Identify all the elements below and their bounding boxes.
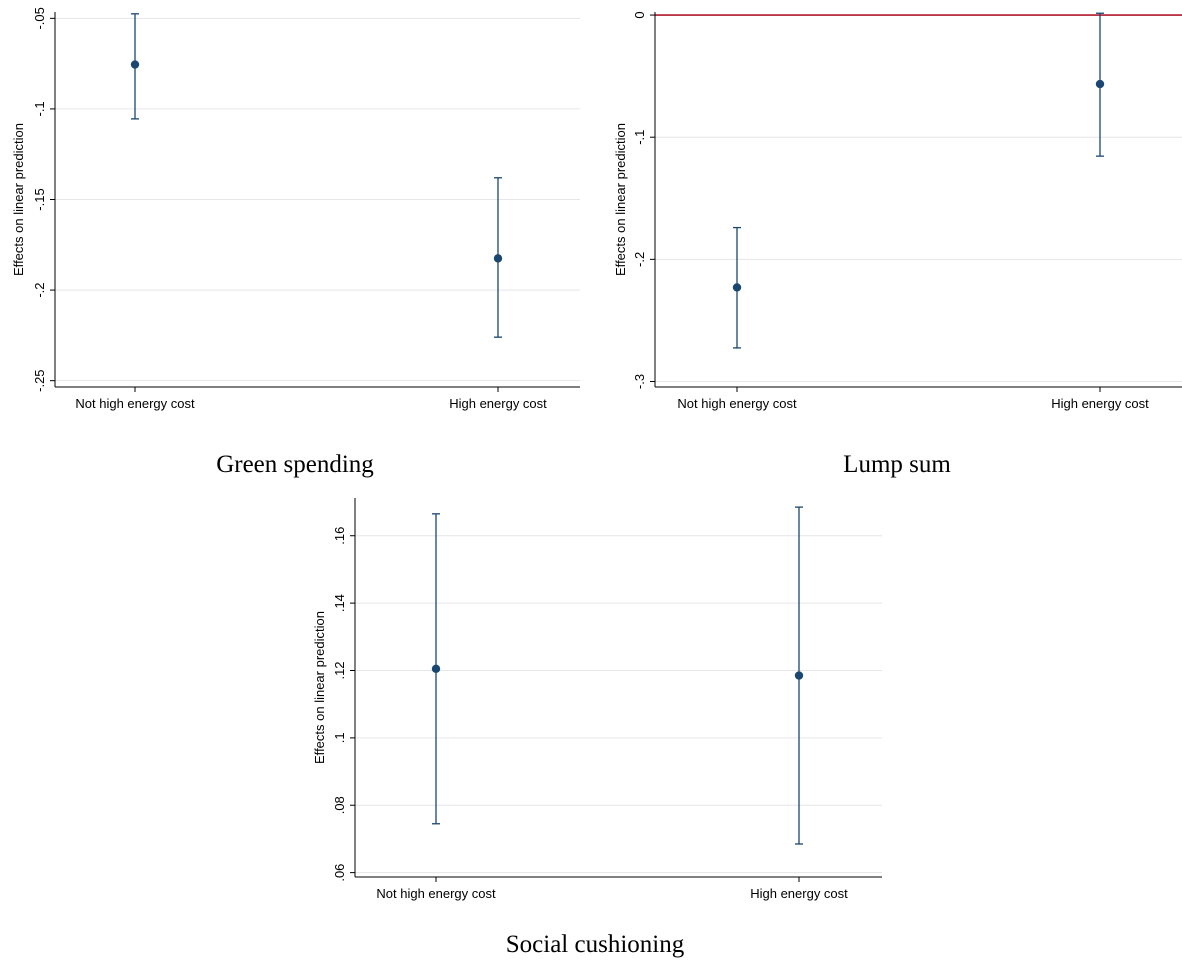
y-tick-label: -.15	[32, 188, 47, 210]
y-axis-title: Effects on linear prediction	[11, 123, 26, 276]
chart-panel-1: -.05 -.1 -.15 -.2 -.25 Not high energy cost Hi…	[11, 7, 580, 478]
point-estimate-marker	[493, 254, 503, 263]
point-estimate-marker	[1095, 79, 1105, 89]
chart-panel-3: .06 .08 .1 .12 .14 .16 Not high energy cost Hig…	[312, 498, 882, 958]
y-axis-title: Effects on linear prediction	[613, 123, 628, 276]
y-tick-label: -.05	[32, 7, 47, 29]
x-tick-label: Not high energy cost	[376, 886, 496, 901]
y-tick-label: 0	[632, 11, 647, 18]
x-tick-label: High energy cost	[750, 886, 848, 901]
x-tick-label: Not high energy cost	[75, 396, 195, 411]
point-estimate-marker	[732, 283, 742, 292]
y-tick-label: -.25	[32, 369, 47, 391]
y-tick-label: .08	[332, 796, 347, 814]
panel-caption: Green spending	[216, 451, 374, 478]
x-tick-label: Not high energy cost	[677, 396, 797, 411]
y-tick-label: -.2	[632, 252, 647, 267]
panel-caption: Lump sum	[843, 451, 951, 478]
y-axis-title: Effects on linear prediction	[312, 611, 327, 764]
y-tick-label: .1	[332, 732, 347, 743]
x-tick-label: High energy cost	[1051, 396, 1149, 411]
y-tick-label: .12	[332, 661, 347, 679]
x-tick-label: High energy cost	[449, 396, 547, 411]
y-tick-label: -.2	[32, 282, 47, 297]
y-tick-label: -.1	[32, 101, 47, 116]
panel-caption: Social cushioning	[506, 931, 685, 958]
y-tick-label: -.1	[632, 130, 647, 145]
point-estimate-marker	[794, 671, 804, 680]
point-estimate-marker	[130, 60, 140, 69]
chart-panel-2: 0 -.1 -.2 -.3 Not high energy cost High energ…	[613, 11, 1182, 478]
point-estimate-marker	[431, 664, 441, 674]
y-tick-label: .16	[332, 527, 347, 545]
y-tick-label: .14	[332, 594, 347, 612]
y-tick-label: .06	[332, 864, 347, 882]
y-tick-label: -.3	[632, 374, 647, 389]
